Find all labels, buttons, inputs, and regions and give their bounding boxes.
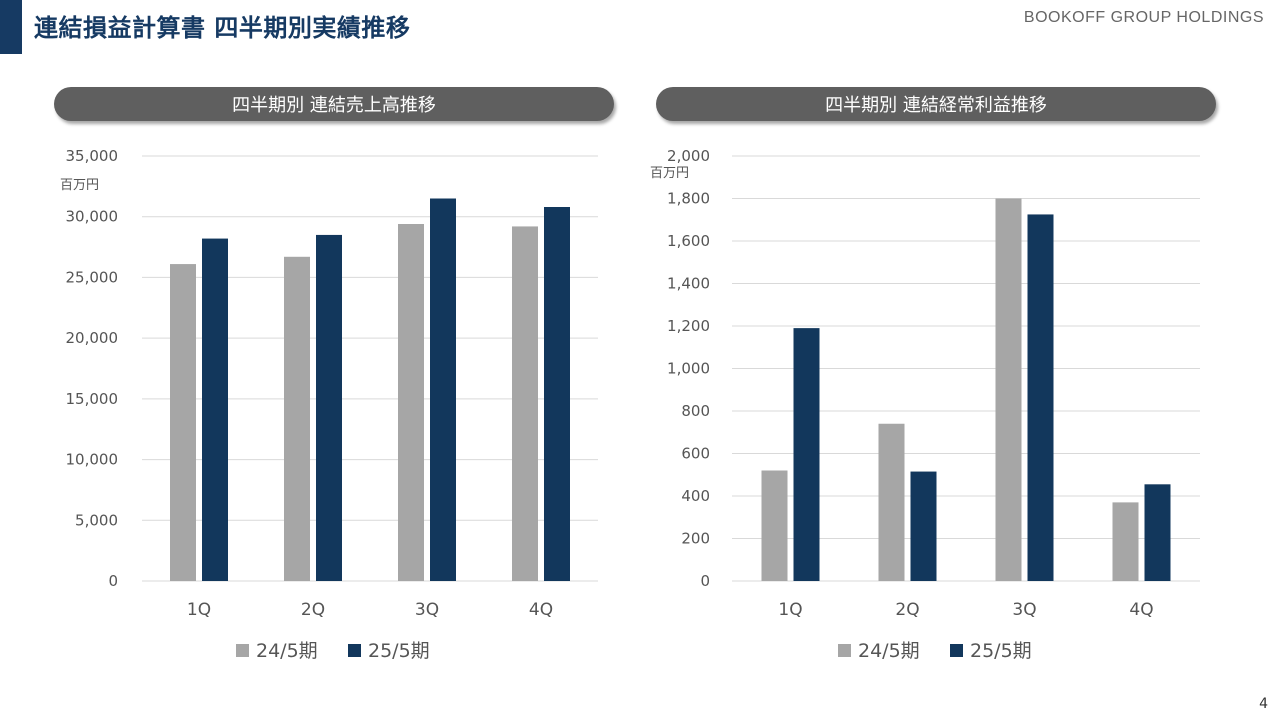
x-tick-label: 2Q (895, 600, 919, 620)
legend-label: 24/5期 (256, 640, 318, 662)
page-number: 4 (1259, 696, 1268, 712)
y-tick-label: 1,000 (667, 360, 710, 378)
bar-1Q-s2 (793, 328, 820, 581)
y-tick-label: 800 (681, 402, 710, 420)
bar-3Q-s1 (398, 224, 424, 581)
y-tick-label: 1,200 (667, 317, 710, 335)
y-tick-label: 400 (681, 487, 710, 505)
y-tick-label: 25,000 (66, 268, 119, 286)
bar-4Q-s1 (1112, 502, 1139, 581)
legend-swatch (950, 644, 963, 657)
bar-2Q-s1 (878, 423, 905, 581)
y-tick-label: 600 (681, 445, 710, 463)
profit-bar-chart: 0 200 400 600 800 1,000 1,200 1,400 1,600 1,800 2,… (650, 147, 1200, 662)
x-tick-label: 2Q (301, 600, 325, 620)
x-tick-label: 4Q (529, 600, 553, 620)
y-tick-label: 15,000 (66, 390, 119, 408)
bar-3Q-s2 (430, 198, 456, 581)
x-tick-label: 3Q (415, 600, 439, 620)
bar-2Q-s2 (910, 471, 937, 581)
legend-label: 25/5期 (970, 640, 1032, 662)
bar-3Q-s2 (1027, 214, 1054, 581)
x-tick-label: 3Q (1012, 600, 1036, 620)
bar-1Q-s2 (202, 238, 228, 582)
y-tick-label: 5,000 (75, 511, 118, 529)
bar-1Q-s1 (761, 470, 788, 581)
bar-2Q-s2 (316, 234, 342, 581)
sales-chart-title: 四半期別 連結売上高推移 (54, 87, 614, 121)
bar-4Q-s2 (544, 207, 570, 581)
title-accent-bar (0, 0, 22, 54)
legend-label: 24/5期 (858, 640, 920, 662)
legend-swatch (838, 644, 851, 657)
y-tick-label: 1,400 (667, 275, 710, 293)
x-tick-label: 1Q (187, 600, 211, 620)
y-tick-label: 1,600 (667, 232, 710, 250)
x-tick-label: 4Q (1129, 600, 1153, 620)
y-tick-label: 10,000 (66, 451, 119, 469)
y-tick-label: 20,000 (66, 329, 119, 347)
bar-3Q-s1 (995, 198, 1022, 581)
brand-logo-text: BOOKOFF GROUP HOLDINGS (1023, 9, 1264, 26)
y-tick-label: 0 (108, 572, 118, 590)
bar-4Q-s1 (512, 226, 538, 581)
y-tick-label: 200 (681, 530, 710, 548)
unit-label: 百万円 (60, 178, 99, 193)
sales-bar-chart: 0 5,000 10,000 15,000 20,000 25,000 30,000 35,0… (60, 147, 598, 662)
legend-swatch (348, 644, 361, 657)
profit-chart-title: 四半期別 連結経常利益推移 (656, 87, 1216, 121)
bar-4Q-s2 (1144, 484, 1171, 581)
y-tick-label: 1,800 (667, 190, 710, 208)
bar-2Q-s1 (284, 256, 310, 581)
y-tick-label: 30,000 (66, 208, 119, 226)
y-tick-label: 0 (700, 572, 710, 590)
bar-1Q-s1 (170, 264, 196, 581)
page-title: 連結損益計算書 四半期別実績推移 (34, 14, 411, 42)
legend-swatch (236, 644, 249, 657)
y-tick-label: 2,000 (667, 147, 710, 165)
y-tick-label: 35,000 (66, 147, 119, 165)
x-tick-label: 1Q (778, 600, 802, 620)
legend-label: 25/5期 (368, 640, 430, 662)
unit-label: 百万円 (650, 166, 689, 181)
